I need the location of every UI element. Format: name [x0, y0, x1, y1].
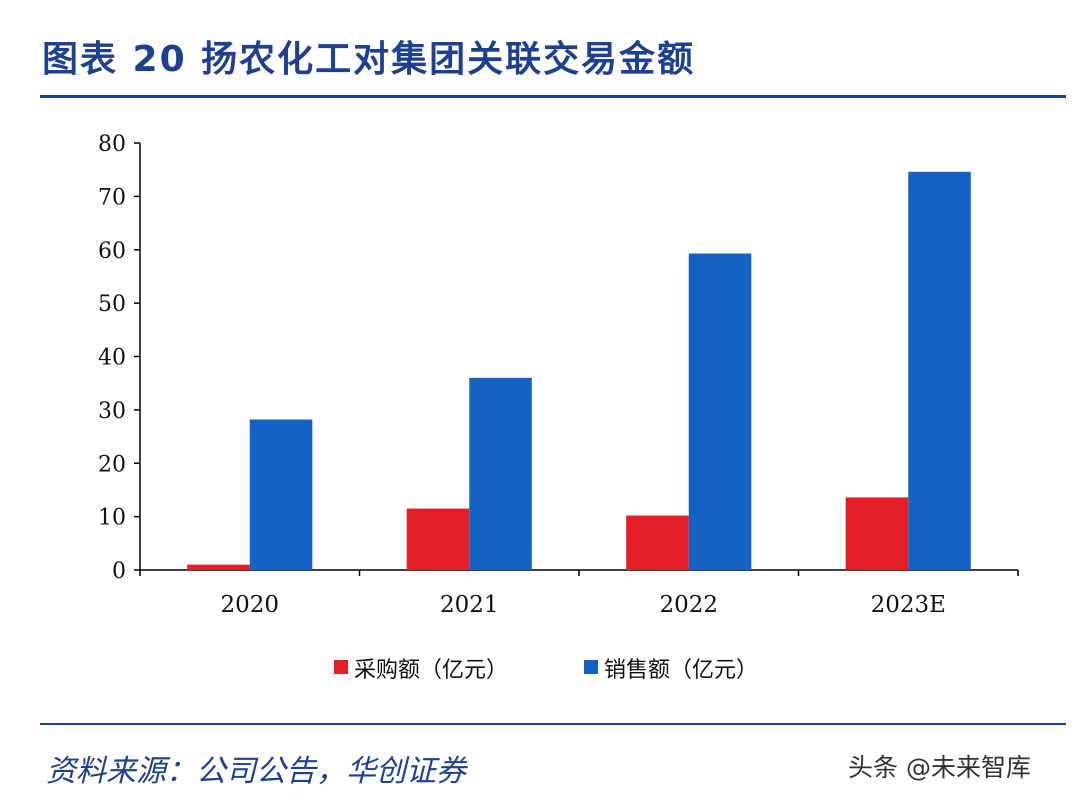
- legend-label: 销售额（亿元）: [604, 658, 758, 683]
- y-tick-label: 20: [98, 452, 126, 477]
- y-tick-label: 70: [98, 185, 126, 210]
- title-divider: [40, 95, 1066, 98]
- source-divider: [40, 723, 1066, 725]
- bar: [187, 564, 250, 570]
- bar: [845, 497, 909, 570]
- x-tick-label: 2023E: [871, 592, 946, 618]
- bar: [688, 253, 752, 570]
- x-tick-label: 2022: [659, 592, 718, 618]
- watermark: 头条 @未来智库: [848, 753, 1031, 782]
- x-tick-label: 2020: [220, 592, 279, 618]
- legend: 采购额（亿元） 销售额（亿元）: [334, 658, 758, 683]
- y-tick-label: 60: [98, 239, 126, 264]
- y-tick-label: 0: [112, 559, 126, 584]
- bar-chart: 0 10 20 30 40 50 60 70 80 2020 2021 2022 2023E 采购额（…: [98, 132, 1019, 683]
- bar: [469, 377, 532, 570]
- chart-title: 图表 20 扬农化工对集团关联交易金额: [42, 39, 696, 80]
- y-tick-label: 80: [98, 132, 126, 157]
- y-tick-label: 30: [98, 399, 126, 424]
- x-tick-label: 2021: [440, 592, 499, 618]
- source-note: 资料来源：公司公告，华创证券: [46, 754, 466, 789]
- y-tick-label: 10: [98, 506, 126, 531]
- bar: [908, 171, 971, 570]
- bar: [626, 515, 689, 570]
- bars: [187, 171, 971, 570]
- y-axis: 0 10 20 30 40 50 60 70 80: [98, 132, 141, 584]
- legend-swatch: [584, 660, 598, 674]
- bar: [406, 508, 470, 570]
- bar: [249, 419, 313, 570]
- y-tick-label: 40: [98, 346, 126, 371]
- y-tick-label: 50: [98, 292, 126, 317]
- legend-label: 采购额（亿元）: [354, 658, 508, 683]
- legend-swatch: [334, 660, 348, 674]
- x-axis: 2020 2021 2022 2023E: [139, 569, 1019, 618]
